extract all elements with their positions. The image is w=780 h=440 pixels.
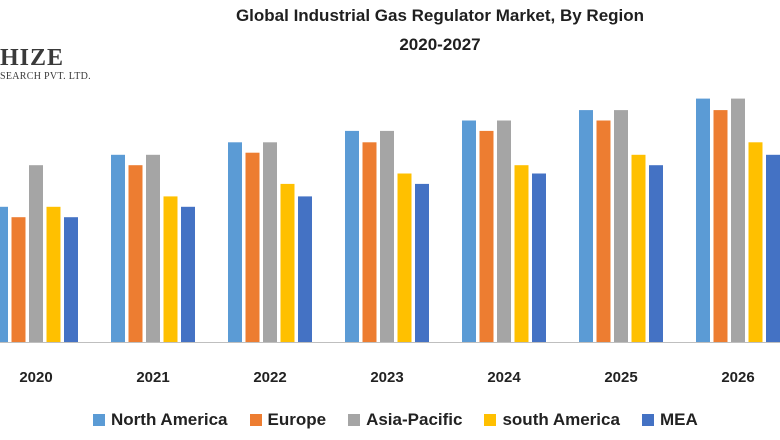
- legend-item: south America: [484, 410, 620, 430]
- legend-label: MEA: [659, 410, 698, 429]
- x-tick-label: 2026: [721, 369, 754, 386]
- legend-label: south America: [502, 410, 620, 429]
- chart-title: Global Industrial Gas Regulator Market, …: [235, 6, 645, 25]
- bar-asia-pacific-2021: [146, 154, 160, 342]
- legend-swatch: [484, 414, 497, 426]
- bar-south-america-2020: [46, 206, 61, 342]
- logo-sub-text: SEARCH PVT. LTD.: [0, 71, 91, 82]
- legend-swatch: [348, 414, 361, 426]
- bar-south-america-2021: [163, 196, 178, 342]
- x-tick-label: 2022: [253, 369, 286, 386]
- bar-asia-pacific-2022: [263, 142, 277, 342]
- legend-label: Europe: [267, 410, 327, 429]
- legend-item: North America: [93, 410, 228, 430]
- bar-north-america-2023: [345, 130, 359, 342]
- x-tick-label: 2021: [136, 369, 169, 386]
- logo-main-text: HIZE: [0, 45, 65, 71]
- x-tick-label: 2025: [604, 369, 637, 386]
- bar-europe-2022: [245, 152, 260, 342]
- x-tick-label: 2024: [487, 369, 521, 386]
- bar-asia-pacific-2020: [29, 165, 43, 342]
- bar-mea-2023: [415, 183, 429, 342]
- bar-europe-2023: [362, 142, 377, 342]
- company-logo: HIZE SEARCH PVT. LTD.: [0, 46, 91, 82]
- bar-north-america-2020: [0, 206, 8, 342]
- bar-mea-2021: [181, 206, 195, 342]
- bar-europe-2020: [11, 217, 26, 342]
- bar-europe-2021: [128, 165, 143, 342]
- bar-mea-2020: [64, 217, 78, 342]
- bar-north-america-2024: [462, 120, 476, 342]
- bar-south-america-2022: [280, 183, 295, 342]
- bar-asia-pacific-2026: [731, 98, 745, 342]
- bar-mea-2024: [532, 173, 546, 342]
- legend-label: North America: [111, 410, 228, 429]
- bar-asia-pacific-2024: [497, 120, 511, 342]
- bar-europe-2026: [713, 110, 728, 342]
- bar-south-america-2025: [631, 154, 646, 342]
- bar-north-america-2026: [696, 98, 710, 342]
- legend-item: MEA: [641, 410, 698, 430]
- legend: North America Europe Asia-Pacific south Ame…: [93, 410, 720, 430]
- bar-south-america-2023: [397, 173, 412, 342]
- bar-north-america-2021: [111, 154, 125, 342]
- x-tick-label: 2020: [19, 369, 52, 386]
- bar-europe-2025: [596, 120, 611, 342]
- bar-mea-2022: [298, 196, 312, 342]
- bar-asia-pacific-2023: [380, 130, 394, 342]
- x-tick-label: 2023: [370, 369, 403, 386]
- bar-south-america-2024: [514, 165, 529, 342]
- legend-item: Europe: [249, 410, 327, 430]
- legend-swatch: [641, 414, 654, 426]
- bar-mea-2026: [766, 154, 780, 342]
- bar-north-america-2025: [579, 110, 593, 342]
- legend-swatch: [249, 414, 262, 426]
- chart-subtitle: 2020-2027: [399, 35, 481, 54]
- bar-mea-2025: [649, 165, 663, 342]
- legend-label: Asia-Pacific: [366, 410, 463, 429]
- bar-europe-2024: [479, 130, 494, 342]
- legend-swatch: [93, 414, 105, 426]
- bar-asia-pacific-2025: [614, 110, 628, 342]
- bar-north-america-2022: [228, 142, 242, 342]
- bar-south-america-2026: [748, 142, 763, 342]
- legend-item: Asia-Pacific: [348, 410, 462, 430]
